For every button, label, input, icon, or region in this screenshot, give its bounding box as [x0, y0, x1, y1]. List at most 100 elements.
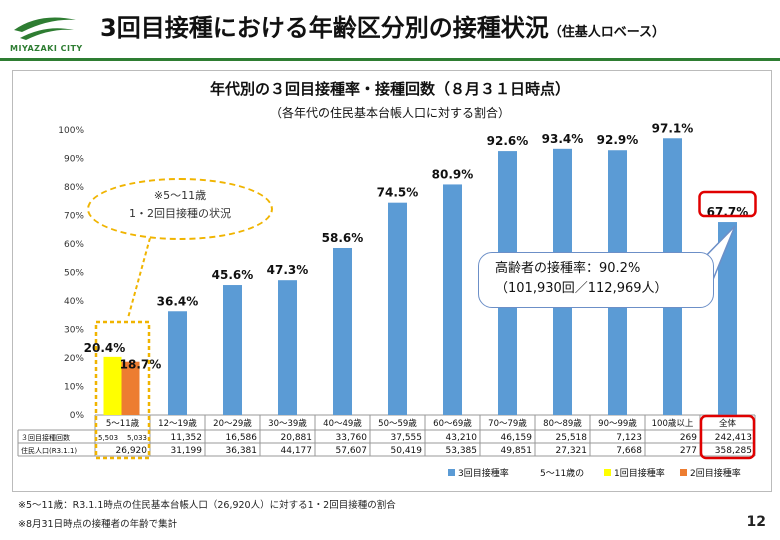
table-row-label: ３回目接種回数 — [21, 433, 70, 442]
table-cell: 16,586 — [226, 433, 258, 443]
legend-swatch-1st — [604, 469, 611, 476]
y-tick-label: 50% — [64, 269, 84, 279]
chart-title: 年代別の３回目接種率・接種回数（８月３１日時点） — [209, 80, 570, 98]
bar-data-label: 80.9% — [432, 167, 474, 181]
elderly-callout-line2: （101,930回／112,969人） — [495, 281, 668, 296]
y-tick-label: 10% — [64, 383, 84, 393]
x-category-label: 30〜39歳 — [268, 418, 307, 429]
legend-label-3rd: 3回目接種率 — [458, 467, 509, 479]
bar-data-label: 58.6% — [322, 231, 364, 245]
legend-swatch-3rd — [448, 469, 455, 476]
table-cell: 7,123 — [616, 433, 642, 443]
miyazaki-city-logo — [14, 17, 76, 40]
y-tick-label: 60% — [64, 240, 84, 250]
chart-subtitle: （各年代の住民基本台帳人口に対する割合） — [269, 106, 510, 120]
x-category-label: 100歳以上 — [652, 418, 694, 429]
bar-data-label: 45.6% — [212, 268, 254, 282]
bar-3rd-dose — [333, 247, 352, 415]
table-cell: 277 — [680, 446, 697, 456]
bar-2nd-dose — [121, 361, 140, 415]
bar-data-label: 20.4% — [84, 341, 126, 355]
table-cell: 11,352 — [171, 433, 203, 443]
x-category-label: 50〜59歳 — [378, 418, 417, 429]
x-category-label: 90〜99歳 — [598, 418, 637, 429]
table-cell: 57,607 — [336, 446, 368, 456]
kids-callout: ※5〜11歳 1・2回目接種の状況 — [87, 178, 273, 240]
table-cell: 36,381 — [226, 446, 258, 456]
y-tick-label: 90% — [64, 155, 84, 165]
kids-highlight-box — [94, 320, 151, 460]
total-highlight-box — [699, 414, 756, 460]
table-cell: 27,321 — [556, 446, 588, 456]
table-cell: 269 — [680, 433, 697, 443]
x-category-label: 全体 — [719, 418, 737, 429]
logo-text: MIYAZAKI CITY — [10, 44, 83, 53]
x-category-label: 60〜69歳 — [433, 418, 472, 429]
footnote-1: ※5〜11歳：R3.1.1時点の住民基本台帳人口（26,920人）に対する1・2… — [18, 500, 396, 511]
x-category-label: 40〜49歳 — [323, 418, 362, 429]
bar-3rd-dose — [278, 280, 297, 415]
page-title-main: 3回目接種における年齢区分別の接種状況 — [100, 14, 549, 42]
bar-3rd-dose — [443, 184, 462, 415]
x-category-label: 70〜79歳 — [488, 418, 527, 429]
footnote-2: ※8月31日時点の接種者の年齢で集計 — [18, 519, 178, 530]
title-rule — [0, 58, 780, 61]
bar-data-label: 92.6% — [487, 134, 529, 148]
bar-3rd-dose — [388, 202, 407, 415]
table-cell: 43,210 — [446, 433, 478, 443]
table-cell: 37,555 — [391, 433, 423, 443]
table-row-label: 住民人口(R3.1.1) — [21, 446, 77, 455]
x-category-label: 20〜29歳 — [213, 418, 252, 429]
table-cell: 7,668 — [616, 446, 642, 456]
bar-1st-dose — [103, 356, 122, 415]
legend-label-2nd: 2回目接種率 — [690, 467, 741, 479]
y-tick-label: 30% — [64, 326, 84, 336]
page-title: 3回目接種における年齢区分別の接種状況（住基人ロベース） — [100, 8, 665, 43]
bar-3rd-dose — [223, 285, 242, 415]
bar-3rd-dose — [168, 311, 187, 415]
table-cell: 49,851 — [501, 446, 533, 456]
page-number: 12 — [746, 514, 766, 530]
bar-data-label: 97.1% — [652, 121, 694, 135]
bar-data-label: 47.3% — [267, 263, 309, 277]
y-tick-label: 40% — [64, 297, 84, 307]
legend-swatch-2nd — [680, 469, 687, 476]
bar-data-label: 92.9% — [597, 133, 639, 147]
table-cell: 242,413 — [715, 433, 752, 443]
bar-data-label: 18.7% — [120, 358, 162, 372]
table-cell: 31,199 — [171, 446, 203, 456]
kids-callout-line2: 1・2回目接種の状況 — [129, 207, 231, 220]
bar-data-label: 74.5% — [377, 186, 419, 200]
table-cell: 26,920 — [116, 446, 148, 456]
x-category-label: 5〜11歳 — [106, 418, 140, 429]
table-cell: 5,503 — [98, 434, 118, 442]
bar-data-label: 36.4% — [157, 294, 199, 308]
legend-group-label: 5〜11歳の — [540, 467, 584, 479]
legend-label-1st: 1回目接種率 — [614, 467, 665, 479]
elderly-callout: 高齢者の接種率：90.2% （101,930回／112,969人） — [478, 252, 714, 308]
table-cell: 358,285 — [715, 446, 752, 456]
table-cell: 33,760 — [336, 433, 368, 443]
x-category-label: 80〜89歳 — [543, 418, 582, 429]
table-cell: 20,881 — [281, 433, 313, 443]
y-tick-label: 20% — [64, 354, 84, 364]
y-tick-label: 100% — [58, 126, 84, 136]
y-tick-label: 0% — [70, 411, 85, 421]
table-cell: 25,518 — [556, 433, 588, 443]
total-label-highlight — [698, 190, 757, 218]
table-cell: 44,177 — [281, 446, 313, 456]
y-tick-label: 80% — [64, 183, 84, 193]
table-cell: 5,033 — [127, 434, 147, 442]
bar-data-label: 93.4% — [542, 132, 584, 146]
kids-callout-line1: ※5〜11歳 — [153, 189, 207, 202]
x-category-label: 12〜19歳 — [158, 418, 197, 429]
y-tick-label: 70% — [64, 212, 84, 222]
bar-3rd-dose — [718, 222, 737, 415]
table-cell: 50,419 — [391, 446, 423, 456]
kids-callout-tail — [127, 237, 151, 319]
page-title-suffix: （住基人ロベース） — [548, 25, 666, 40]
table-cell: 46,159 — [501, 433, 533, 443]
table-cell: 53,385 — [446, 446, 478, 456]
elderly-callout-line1: 高齢者の接種率：90.2% — [495, 261, 641, 276]
